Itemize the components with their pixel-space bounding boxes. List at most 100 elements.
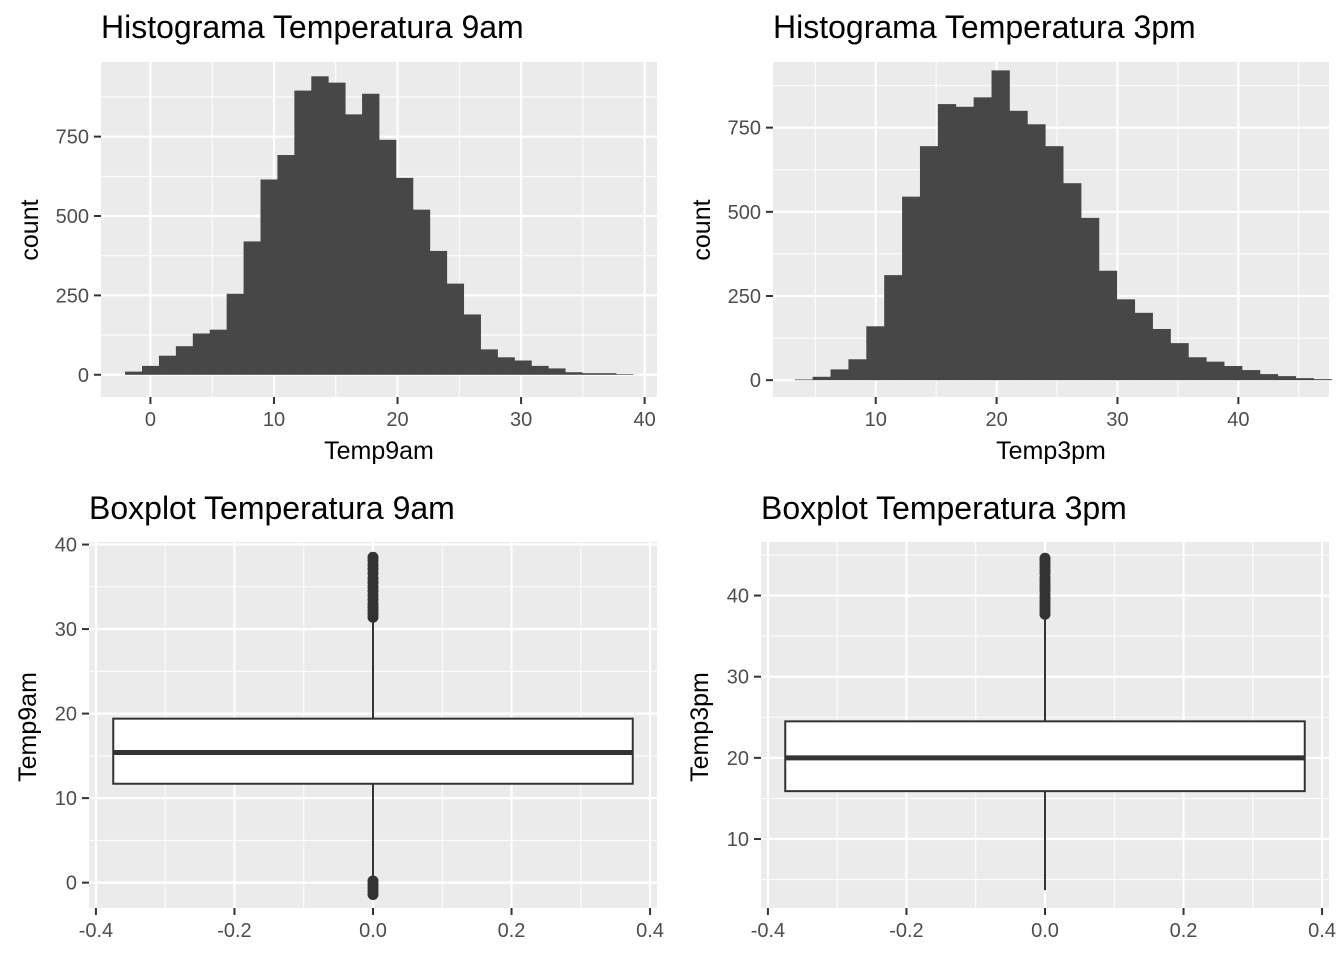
y-tick-label: 30	[727, 667, 749, 689]
histogram-bar	[362, 93, 380, 375]
histogram-bar	[848, 359, 867, 381]
histogram-bar	[209, 329, 228, 375]
histogram-bar	[1259, 374, 1279, 381]
y-axis-label: count	[688, 199, 716, 260]
x-tick-label: 20	[386, 409, 408, 431]
boxplot-marks	[784, 552, 1306, 891]
histogram-bar	[497, 357, 515, 375]
y-tick-label: 40	[55, 535, 77, 557]
y-tick-label: 500	[728, 202, 761, 224]
histogram-bar	[1009, 110, 1028, 381]
histogram-bar	[192, 333, 211, 375]
histogram-bar	[866, 326, 885, 381]
histogram-bar	[1188, 357, 1207, 381]
histogram-bar	[1116, 299, 1136, 381]
x-tick-label: -0.4	[751, 920, 785, 942]
x-axis-label: Temp9am	[324, 437, 434, 465]
panel-boxplot-9am: Boxplot Temperatura 9am -0.4 -0.2 0.0 0.2 0.…	[14, 490, 664, 942]
chart-title: Boxplot Temperatura 3pm	[761, 490, 1127, 526]
y-tick-label: 250	[56, 285, 89, 307]
histogram-bar	[480, 349, 498, 375]
outlier-point	[1039, 552, 1051, 564]
histogram-bar	[463, 314, 481, 375]
histogram-bar	[812, 376, 831, 381]
x-tick-label: 0.2	[498, 920, 526, 942]
panel-histogram-3pm: Histograma Temperatura 3pm 10 20 30 40 0 250 5…	[688, 9, 1332, 465]
x-tick-label: 20	[985, 409, 1007, 431]
histogram-bar	[260, 179, 278, 375]
histogram-bars	[125, 76, 634, 375]
x-tick-label: 40	[634, 409, 656, 431]
x-tick-label: -0.2	[889, 920, 923, 942]
histogram-bar	[582, 373, 600, 375]
x-tick-label: 0	[145, 409, 156, 431]
histogram-bar	[599, 373, 617, 375]
histogram-bar	[1295, 378, 1314, 381]
x-tick-label: 10	[865, 409, 887, 431]
x-tick-label: 40	[1227, 409, 1249, 431]
y-tick-label: 750	[728, 118, 761, 140]
x-tick-label: 0.4	[1308, 920, 1336, 942]
x-tick-label: 10	[263, 409, 285, 431]
histogram-bar	[1313, 379, 1332, 381]
histogram-bar	[548, 368, 566, 375]
histogram-bar	[243, 241, 261, 375]
y-tick-label: 500	[56, 206, 89, 228]
histogram-bar	[1027, 124, 1046, 381]
histogram-bar	[1080, 217, 1100, 381]
histogram-bar	[1170, 343, 1189, 381]
axes: -0.4 -0.2 0.0 0.2 0.4 10 20 30 40	[727, 586, 1336, 942]
histogram-bar	[429, 250, 448, 375]
histogram-bar	[1277, 376, 1297, 381]
x-tick-label: 0.2	[1170, 920, 1198, 942]
x-tick-label: -0.2	[217, 920, 251, 942]
axes: -0.4 -0.2 0.0 0.2 0.4 0 10 20 30 40	[55, 535, 664, 942]
histogram-bar	[1224, 366, 1243, 381]
axes: 10 20 30 40 0 250 500 750	[728, 118, 1250, 431]
panel-histogram-9am: Histograma Temperatura 9am 0 10 20 30 40 0 250…	[16, 9, 657, 465]
y-tick-label: 0	[750, 370, 761, 392]
y-tick-label: 0	[78, 365, 89, 387]
panel-boxplot-3pm: Boxplot Temperatura 3pm -0.4 -0.2 0.0 0.2 0.…	[686, 490, 1336, 942]
y-tick-label: 250	[728, 286, 761, 308]
y-tick-label: 40	[727, 586, 749, 608]
y-tick-label: 750	[56, 127, 89, 149]
histogram-bar	[1063, 183, 1082, 381]
histogram-bar	[1152, 328, 1171, 381]
y-tick-label: 10	[727, 829, 749, 851]
histogram-bar	[1206, 361, 1225, 381]
histogram-bar	[794, 379, 814, 381]
histogram-bar	[531, 365, 549, 375]
y-tick-label: 10	[55, 788, 77, 810]
x-tick-label: 0.0	[1031, 920, 1059, 942]
outlier-point	[367, 551, 379, 563]
histogram-bar	[902, 196, 921, 381]
histogram-bar	[1045, 146, 1064, 381]
histogram-bar	[328, 82, 346, 375]
x-axis-label: Temp3pm	[996, 437, 1106, 465]
chart-title: Boxplot Temperatura 9am	[89, 490, 455, 526]
histogram-bar	[277, 155, 295, 375]
y-axis-label: Temp9am	[14, 672, 42, 782]
histogram-bar	[395, 177, 414, 375]
y-tick-label: 30	[55, 619, 77, 641]
axes: 0 10 20 30 40 0 250 500 750	[56, 127, 656, 431]
x-tick-label: 0.4	[636, 920, 664, 942]
histogram-bar	[1098, 270, 1118, 381]
y-tick-label: 20	[727, 748, 749, 770]
histogram-bar	[514, 360, 532, 375]
y-tick-label: 0	[66, 873, 77, 895]
histogram-bar	[379, 139, 397, 375]
histogram-bar	[955, 106, 975, 381]
x-tick-label: 30	[1106, 409, 1128, 431]
histogram-bar	[446, 283, 465, 375]
x-tick-label: 30	[510, 409, 532, 431]
histogram-bar	[311, 76, 329, 375]
x-tick-label: -0.4	[79, 920, 113, 942]
histogram-bar	[919, 146, 939, 381]
histogram-bar	[345, 114, 363, 375]
y-tick-label: 20	[55, 704, 77, 726]
histogram-bar	[565, 372, 583, 375]
y-axis-label: count	[16, 199, 44, 260]
